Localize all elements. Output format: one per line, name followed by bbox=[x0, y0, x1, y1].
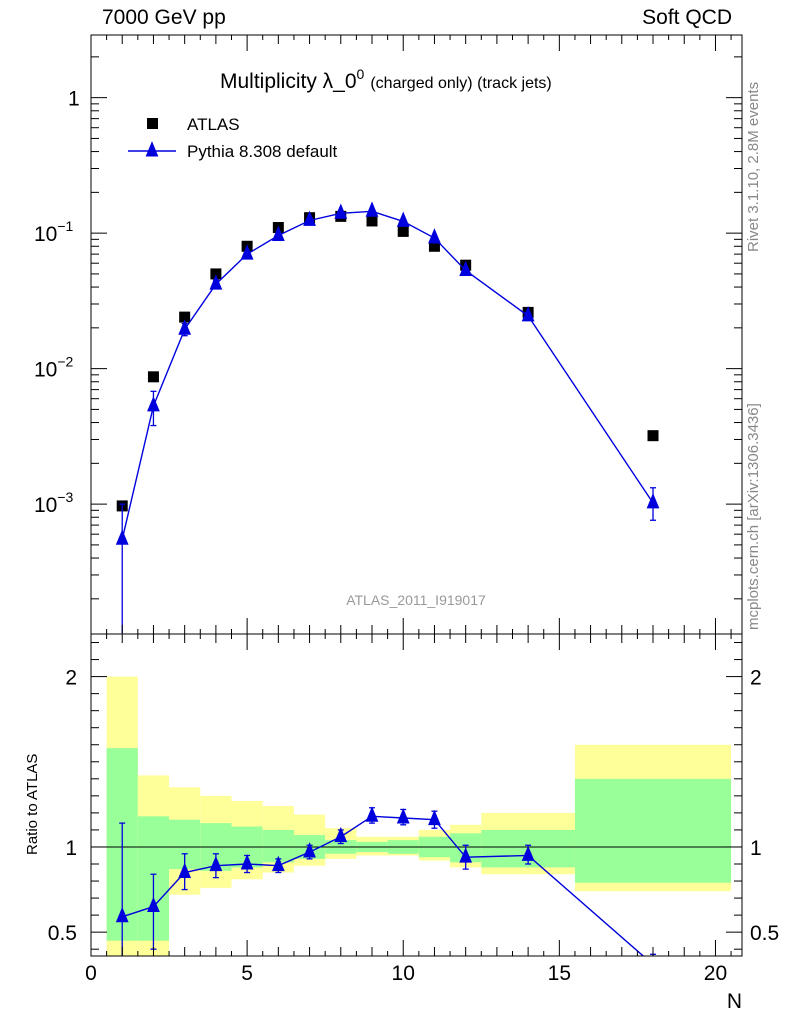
pythia-point bbox=[365, 201, 379, 217]
atlas-point bbox=[366, 215, 378, 227]
ratio-y-tick-label: 2 bbox=[750, 667, 762, 690]
y-tick-label: 1 bbox=[68, 88, 80, 111]
pythia-point bbox=[303, 210, 316, 226]
ratio-point bbox=[459, 847, 473, 863]
pythia-point bbox=[334, 203, 348, 219]
pythia-line bbox=[121, 210, 654, 540]
y-tick-label: 10−2 bbox=[34, 354, 74, 382]
ratio-point bbox=[428, 809, 441, 826]
ratio-point bbox=[396, 808, 410, 824]
ratio-point bbox=[652, 954, 654, 956]
chart-title: Multiplicity λ_00(charged only) (track j… bbox=[220, 66, 552, 93]
pythia-point bbox=[147, 396, 160, 412]
ratio-ylabel: Ratio to ATLAS bbox=[24, 754, 41, 855]
x-tick-label: 20 bbox=[704, 962, 727, 985]
legend: ATLAS Pythia 8.308 default bbox=[128, 115, 338, 161]
pythia-point bbox=[428, 228, 441, 244]
ratio-point bbox=[334, 826, 348, 843]
ratio-point bbox=[365, 806, 379, 822]
energy-label: 7000 GeV pp bbox=[102, 6, 226, 29]
x-tick-label: 0 bbox=[85, 962, 97, 985]
ratio-point bbox=[240, 854, 254, 870]
pythia-point bbox=[646, 493, 660, 509]
pythia-point bbox=[459, 260, 473, 276]
pythia-point bbox=[209, 274, 223, 290]
ratio-line bbox=[122, 815, 645, 956]
atlas-point bbox=[179, 311, 191, 323]
pythia-point bbox=[240, 244, 254, 260]
atlas-point bbox=[210, 268, 222, 280]
ratio-y-tick-label: 0.5 bbox=[48, 922, 77, 945]
ratio-point bbox=[209, 855, 223, 872]
pythia-point bbox=[178, 319, 192, 335]
pythia-point bbox=[271, 225, 285, 241]
analysis-watermark: ATLAS_2011_I919017 bbox=[346, 592, 486, 608]
y-tick-label: 10−1 bbox=[34, 218, 74, 246]
atlas-point bbox=[147, 371, 159, 383]
legend-atlas-marker bbox=[147, 118, 158, 129]
process-label: Soft QCD bbox=[642, 6, 732, 29]
ratio-point bbox=[115, 906, 129, 923]
x-axis-label: N bbox=[727, 990, 742, 1013]
ratio-frame bbox=[90, 633, 743, 957]
ratio-point bbox=[521, 845, 535, 861]
ratio-y-tick-label: 1 bbox=[750, 837, 762, 860]
ratio-point bbox=[271, 855, 285, 872]
ratio-y-tick-label: 2 bbox=[65, 667, 77, 690]
ratio-point bbox=[178, 862, 192, 878]
ratio-y-tick-label: 0.5 bbox=[750, 922, 779, 945]
ratio-point bbox=[303, 842, 316, 858]
ratio-point bbox=[147, 896, 160, 913]
legend-pythia-label: Pythia 8.308 default bbox=[187, 142, 338, 161]
legend-atlas-label: ATLAS bbox=[187, 115, 240, 134]
atlas-point bbox=[428, 240, 440, 252]
pythia-point bbox=[396, 211, 410, 227]
atlas-point bbox=[647, 430, 659, 442]
x-tick-label: 10 bbox=[392, 962, 415, 985]
x-tick-label: 5 bbox=[241, 962, 253, 985]
pythia-point bbox=[115, 529, 129, 545]
y-tick-label: 10−3 bbox=[34, 489, 74, 517]
x-tick-label: 15 bbox=[548, 962, 571, 985]
green-band bbox=[574, 778, 732, 883]
pythia-point bbox=[521, 306, 535, 322]
main-panel: 10−3 10−2 10−1 1 Multiplicity λ_00(charged … bbox=[34, 34, 743, 635]
ratio-y-tick-label: 1 bbox=[65, 837, 77, 860]
ratio-panel: 0.5 0.51 12 20 5 10 15 20 Ratio to ATLAS N bbox=[24, 633, 779, 1013]
legend-pythia-marker bbox=[145, 141, 159, 157]
atlas-point bbox=[397, 225, 409, 237]
